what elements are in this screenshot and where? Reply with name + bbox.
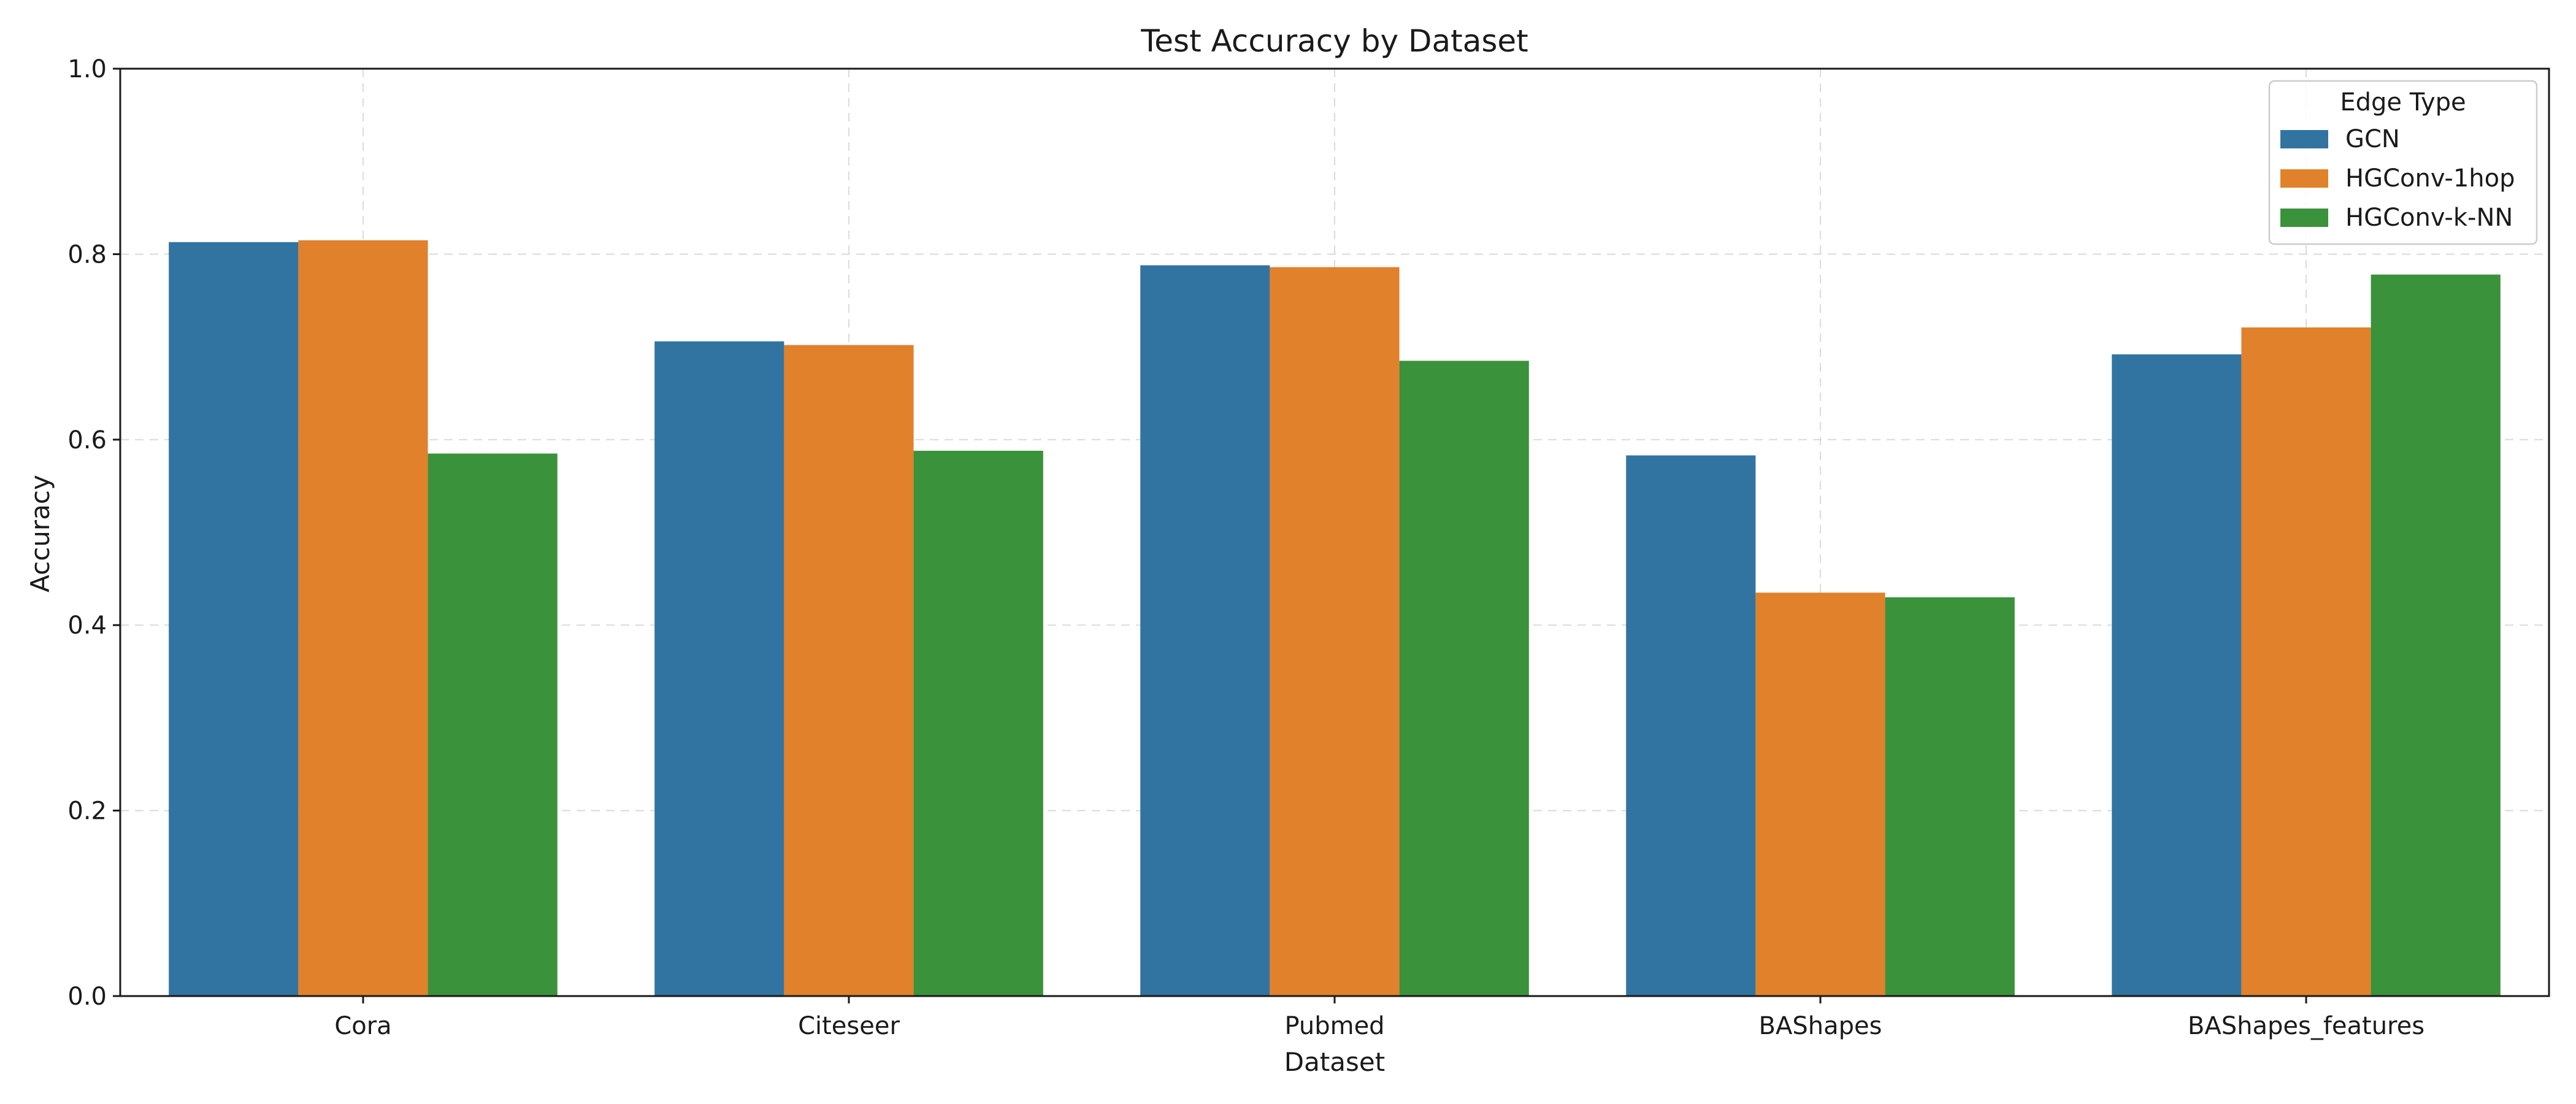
x-tick-label: BAShapes — [1759, 1012, 1882, 1040]
bar-gcn-bashapes — [1626, 455, 1756, 996]
x-axis-label: Dataset — [1284, 1047, 1385, 1077]
legend-label: GCN — [2345, 125, 2400, 153]
bar-hgconv-k-nn-citeseer — [913, 450, 1043, 996]
legend-swatch — [2280, 209, 2328, 227]
legend-label: HGConv-k-NN — [2345, 204, 2513, 232]
legend-items: GCN HGConv-1hop HGConv-k-NN — [2280, 125, 2515, 232]
legend-title: Edge Type — [2340, 88, 2466, 117]
y-tick-label: 1.0 — [67, 55, 107, 83]
bar-hgconv-k-nn-bashapes — [1885, 597, 2015, 996]
bar-hgconv-k-nn-pubmed — [1399, 361, 1529, 996]
bar-hgconv-k-nn-cora — [427, 453, 558, 996]
y-tick-label: 0.6 — [67, 426, 107, 454]
x-tick-label: Pubmed — [1284, 1012, 1384, 1040]
y-tick-label: 0.4 — [67, 611, 107, 640]
y-axis-label: Accuracy — [25, 475, 55, 592]
bars-layer — [169, 240, 2501, 997]
axes-layer: 0.0 0.2 0.4 0.6 0.8 1.0 Cora Citeseer Pubmed BASh… — [67, 55, 2550, 1040]
bar-hgconv-k-nn-bashapes-features — [2371, 274, 2501, 996]
y-tick-label: 0.0 — [67, 983, 107, 1011]
bar-gcn-pubmed — [1140, 265, 1270, 997]
plot-frame — [119, 67, 2550, 997]
legend-swatch — [2280, 130, 2328, 148]
bar-hgconv-1hop-pubmed — [1270, 267, 1400, 996]
legend-swatch — [2280, 169, 2328, 188]
x-tick-label: Cora — [334, 1012, 391, 1040]
bar-gcn-bashapes-features — [2112, 354, 2242, 996]
x-tick-label: Citeseer — [798, 1012, 900, 1040]
legend-label: HGConv-1hop — [2345, 164, 2515, 193]
bar-hgconv-1hop-cora — [298, 240, 428, 997]
x-tick-label: BAShapes_features — [2188, 1012, 2425, 1040]
bar-hgconv-1hop-citeseer — [784, 345, 914, 997]
y-tick-label: 0.2 — [67, 797, 107, 826]
bar-gcn-citeseer — [654, 341, 784, 996]
bar-hgconv-1hop-bashapes — [1755, 592, 1885, 996]
chart-title: Test Accuracy by Dataset — [1140, 23, 1528, 59]
legend-frame — [2268, 80, 2538, 245]
bar-gcn-cora — [169, 242, 299, 996]
legend: Edge Type GCN HGConv-1hop HGConv-k-NN — [2268, 80, 2538, 245]
y-tick-label: 0.8 — [67, 240, 107, 269]
bar-hgconv-1hop-bashapes-features — [2241, 327, 2371, 996]
